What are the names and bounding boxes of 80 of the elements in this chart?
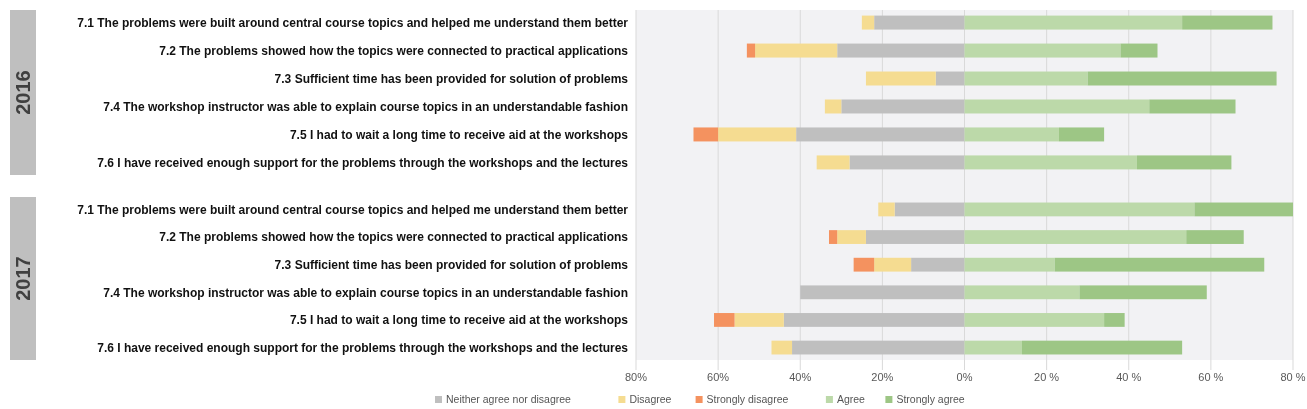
legend-label: Neither agree nor disagree bbox=[446, 393, 572, 405]
bar bbox=[714, 313, 735, 327]
y-tick-label: 7.1 The problems were built around central course topics and helped me understand them better bbox=[77, 15, 629, 30]
text: 2016 bbox=[12, 70, 34, 115]
bar bbox=[935, 71, 965, 86]
bar bbox=[964, 43, 1121, 58]
bar bbox=[1182, 15, 1273, 30]
bar bbox=[861, 15, 875, 30]
bar bbox=[964, 99, 1150, 114]
legend-label: Strongly disagree bbox=[706, 393, 789, 405]
bar bbox=[718, 127, 797, 142]
bar bbox=[1120, 43, 1158, 58]
y-tick-label: 7.6 I have received enough support for the problems through the workshops and the lectures bbox=[97, 155, 629, 170]
bar bbox=[964, 15, 1183, 30]
y-tick-label: 7.5 I had to wait a long time to receive aid at the workshops bbox=[289, 313, 629, 328]
bar bbox=[1186, 230, 1244, 244]
bar bbox=[1079, 285, 1207, 300]
x-tick-label: 20 % bbox=[1034, 371, 1060, 383]
y-tick-label: 7.5 I had to wait a long time to receive aid at the workshops bbox=[289, 127, 629, 142]
bar bbox=[964, 71, 1088, 86]
x-tick-label: 40% bbox=[789, 371, 812, 383]
x-tick-label: 80% bbox=[624, 371, 648, 383]
legend-label: Agree bbox=[836, 393, 866, 405]
legend-label: Strongly agree bbox=[896, 393, 965, 405]
bar bbox=[1136, 155, 1232, 170]
bar bbox=[841, 99, 965, 114]
bar bbox=[837, 43, 965, 58]
y-tick-label: 7.1 The problems were built around central course topics and helped me understand them better bbox=[77, 202, 629, 217]
bar bbox=[828, 230, 838, 244]
bar bbox=[865, 71, 936, 86]
bar bbox=[964, 155, 1137, 170]
bar bbox=[964, 340, 1022, 355]
y-tick-label: 7.3 Sufficient time has been provided for solution of problems bbox=[274, 71, 629, 86]
bar bbox=[964, 257, 1055, 272]
y-tick-label: 7.2 The problems showed how the topics were connected to practical applications bbox=[159, 43, 629, 58]
bar bbox=[1194, 202, 1293, 217]
bar bbox=[853, 257, 875, 272]
bar bbox=[824, 99, 842, 114]
bar bbox=[1104, 313, 1125, 327]
bar bbox=[1054, 257, 1265, 272]
x-tick-label: 60% bbox=[707, 371, 730, 383]
y-tick-label: 7.6 I have received enough support for the problems through the workshops and the lectures bbox=[97, 340, 629, 355]
y-tick-label: 7.4 The workshop instructor was able to explain course topics in an understandable fashion bbox=[103, 99, 628, 114]
bar bbox=[796, 127, 965, 142]
x-tick-label: 40 % bbox=[1116, 371, 1142, 383]
bar bbox=[849, 155, 965, 170]
bar bbox=[964, 127, 1059, 142]
y-tick-label: 7.3 Sufficient time has been provided for solution of problems bbox=[274, 257, 629, 272]
x-tick-label: 80 % bbox=[1280, 371, 1306, 383]
bar bbox=[783, 313, 965, 327]
bar bbox=[874, 257, 912, 272]
bar bbox=[816, 155, 850, 170]
bar bbox=[1021, 340, 1183, 355]
bar bbox=[894, 202, 965, 217]
bar bbox=[878, 202, 895, 217]
bar bbox=[865, 230, 965, 244]
bar bbox=[771, 340, 793, 355]
text: 2017 bbox=[12, 256, 34, 301]
bar bbox=[693, 127, 719, 142]
y-tick-label: 7.2 The problems showed how the topics were connected to practical applications bbox=[159, 230, 629, 245]
bar bbox=[1087, 71, 1277, 86]
bar bbox=[964, 285, 1080, 300]
x-tick-label: 0% bbox=[956, 371, 973, 383]
y-tick-label: 7.4 The workshop instructor was able to explain course topics in an understandable fashion bbox=[103, 285, 628, 300]
x-tick-label: 20% bbox=[871, 371, 894, 383]
bar bbox=[964, 202, 1195, 217]
bar bbox=[964, 313, 1105, 327]
bar bbox=[734, 313, 784, 327]
bar bbox=[911, 257, 965, 272]
bar bbox=[874, 15, 965, 30]
bar bbox=[1058, 127, 1105, 142]
x-tick-label: 60 % bbox=[1198, 371, 1224, 383]
bar bbox=[837, 230, 866, 244]
bar bbox=[800, 285, 965, 300]
legend-label: Disagree bbox=[629, 393, 672, 405]
bar bbox=[1149, 99, 1236, 114]
bar bbox=[746, 43, 756, 58]
bar bbox=[964, 230, 1187, 244]
bar bbox=[755, 43, 838, 58]
bar bbox=[792, 340, 965, 355]
